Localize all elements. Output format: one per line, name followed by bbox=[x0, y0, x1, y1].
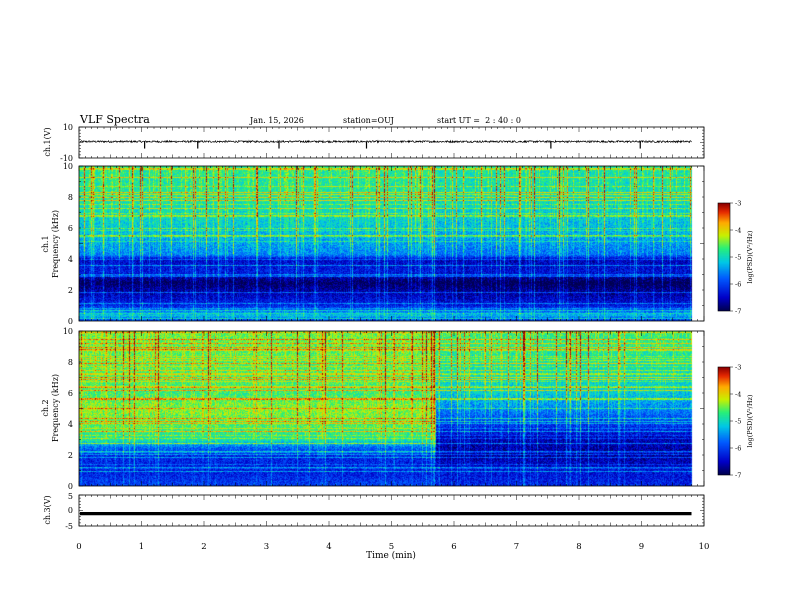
time-tick-label-4: 4 bbox=[326, 542, 331, 552]
time-tick-label-2: 2 bbox=[201, 542, 206, 552]
yt-p3-freq-tick-10: 10 bbox=[63, 327, 73, 336]
ch1-spectrogram-holder bbox=[79, 166, 704, 321]
cb-ticks-1-ticklabel--3: -3 bbox=[735, 200, 741, 208]
station-label: station=OUJ bbox=[343, 116, 394, 125]
ch2-spectrogram-ylabel-channel: ch.2 bbox=[41, 399, 50, 416]
ch2-spectrogram-holder bbox=[79, 331, 704, 486]
time-axis-ticklabels: 0 1 2 3 4 5 6 7 8 9 10 bbox=[76, 542, 709, 552]
cb-ticks-2-ticklabel--6: -6 bbox=[735, 445, 741, 453]
cb-ticks-2-ticklabel--5: -5 bbox=[735, 418, 741, 426]
yt-p3-freq-tick-8: 8 bbox=[68, 358, 73, 367]
ch2-colorbar-holder bbox=[718, 367, 730, 475]
cb-ticks-1-ticklabel--5: -5 bbox=[735, 254, 741, 262]
ch2-spectrogram-ylabel-freq: Frequency (kHz) bbox=[51, 374, 60, 442]
ch1-waveform-panel: 10 -10 ch.1(V) bbox=[43, 123, 705, 163]
start-time-label: start UT = 2 : 40 : 0 bbox=[437, 116, 521, 125]
yt-p2-freq-tick-0: 0 bbox=[68, 317, 73, 326]
ch1-spectrogram-ylabel-channel: ch.1 bbox=[41, 235, 50, 252]
ch1-colorbar-image bbox=[718, 203, 730, 311]
yt-p2-freq-tick-10: 10 bbox=[63, 162, 73, 171]
time-axis-label: Time (min) bbox=[366, 550, 416, 561]
ch1-waveform-ylabel: ch.1(V) bbox=[43, 127, 52, 156]
ch3-waveform-panel: 5 0 -5 ch.3(V) bbox=[43, 492, 705, 531]
time-tick-label-10: 10 bbox=[699, 542, 710, 552]
ch2-freq-ticklabels: 0 2 4 6 8 10 bbox=[63, 327, 73, 491]
yt-p2-freq-tick-6: 6 bbox=[68, 224, 73, 233]
date-label: Jan. 15, 2026 bbox=[249, 116, 304, 125]
time-tick-label-1: 1 bbox=[139, 542, 144, 552]
ch3-ytick-bottom: -5 bbox=[65, 522, 73, 531]
time-tick-label-9: 9 bbox=[639, 542, 644, 552]
ch1-spectrogram-ticks bbox=[78, 165, 705, 322]
ch1-waveform-ticks bbox=[78, 126, 705, 159]
ch1-freq-ticklabels: 0 2 4 6 8 10 bbox=[63, 162, 73, 326]
ch1-ytick-top: 10 bbox=[63, 123, 73, 132]
ch1-spectrogram-image bbox=[79, 166, 704, 321]
ch3-waveform-ticks bbox=[78, 494, 705, 527]
ch1-ytick-bottom: -10 bbox=[60, 154, 73, 163]
ch2-colorbar-label: log(PSD)(V²/Hz) bbox=[746, 394, 754, 447]
yt-p3-freq-tick-4: 4 bbox=[68, 420, 73, 429]
ch1-colorbar-label: log(PSD)(V²/Hz) bbox=[746, 230, 754, 283]
ch1-spectrogram-ylabel-freq: Frequency (kHz) bbox=[51, 210, 60, 278]
cb-ticks-1-ticklabel--4: -4 bbox=[735, 227, 741, 235]
ch1-colorbar-ticks: -3 -4 -5 -6 -7 bbox=[730, 200, 741, 316]
yt-p3-freq-tick-6: 6 bbox=[68, 389, 73, 398]
cb-ticks-2-ticklabel--3: -3 bbox=[735, 364, 741, 372]
ch3-ytick-top: 5 bbox=[68, 492, 73, 501]
ch3-waveform-ylabel: ch.3(V) bbox=[43, 495, 52, 524]
yt-p3-freq-tick-0: 0 bbox=[68, 482, 73, 491]
cb-ticks-2-ticklabel--7: -7 bbox=[735, 472, 741, 480]
yt-p2-freq-tick-2: 2 bbox=[68, 286, 73, 295]
time-tick-label-0: 0 bbox=[76, 542, 81, 552]
yt-p2-freq-tick-4: 4 bbox=[68, 255, 73, 264]
cb-ticks-1-ticklabel--6: -6 bbox=[735, 281, 741, 289]
ch2-colorbar-ticks: -3 -4 -5 -6 -7 bbox=[730, 364, 741, 480]
time-tick-label-6: 6 bbox=[451, 542, 456, 552]
time-tick-label-7: 7 bbox=[514, 542, 519, 552]
time-tick-label-3: 3 bbox=[264, 542, 269, 552]
cb-ticks-2-ticklabel--4: -4 bbox=[735, 391, 741, 399]
yt-p2-freq-tick-8: 8 bbox=[68, 193, 73, 202]
ch3-ytick-mid: 0 bbox=[68, 506, 73, 515]
ch2-spectrogram-ticks bbox=[78, 330, 705, 487]
time-tick-label-5: 5 bbox=[389, 542, 394, 552]
ch2-colorbar-image bbox=[718, 367, 730, 475]
time-tick-label-8: 8 bbox=[576, 542, 581, 552]
ch1-waveform-line bbox=[79, 139, 692, 144]
yt-p3-freq-tick-2: 2 bbox=[68, 451, 73, 460]
cb-ticks-1-ticklabel--7: -7 bbox=[735, 308, 741, 316]
ch1-colorbar-holder bbox=[718, 203, 730, 311]
figure-title: VLF Spectra bbox=[79, 113, 150, 126]
ch2-spectrogram-image bbox=[79, 331, 704, 486]
